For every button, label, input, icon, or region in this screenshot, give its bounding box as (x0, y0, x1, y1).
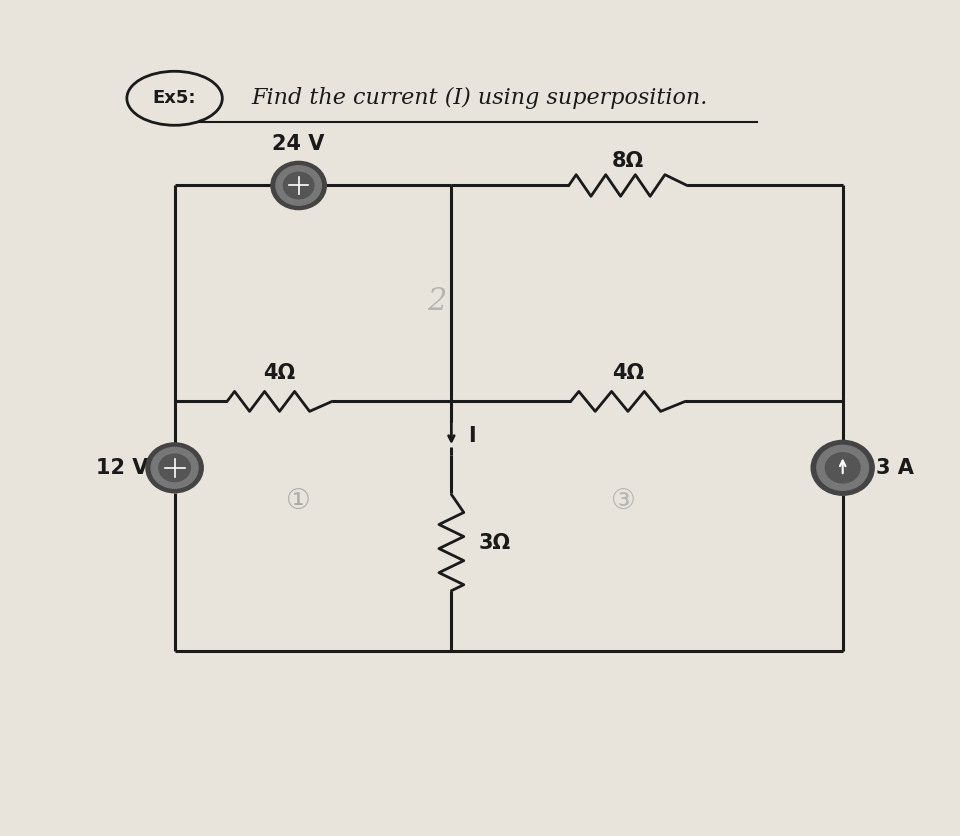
Circle shape (826, 453, 860, 483)
Circle shape (283, 172, 314, 199)
Text: Find the current (I) using superposition.: Find the current (I) using superposition… (252, 87, 708, 110)
Text: ①: ① (286, 487, 311, 515)
Circle shape (151, 447, 198, 488)
Circle shape (146, 443, 204, 492)
Text: 4Ω: 4Ω (263, 363, 296, 383)
Text: ③: ③ (611, 487, 636, 515)
Text: 12 V: 12 V (96, 458, 148, 478)
Text: 4Ω: 4Ω (612, 363, 644, 383)
Circle shape (817, 446, 869, 490)
Text: I: I (468, 426, 476, 446)
Text: 2: 2 (427, 286, 446, 317)
Text: 24 V: 24 V (273, 134, 324, 154)
Circle shape (158, 454, 190, 482)
Circle shape (276, 166, 322, 205)
Circle shape (811, 441, 875, 495)
Text: Ex5:: Ex5: (153, 89, 197, 107)
Ellipse shape (127, 71, 223, 125)
Text: 8Ω: 8Ω (612, 150, 644, 171)
Text: 3Ω: 3Ω (478, 533, 511, 553)
Circle shape (271, 161, 326, 210)
Text: 3 A: 3 A (876, 458, 914, 478)
